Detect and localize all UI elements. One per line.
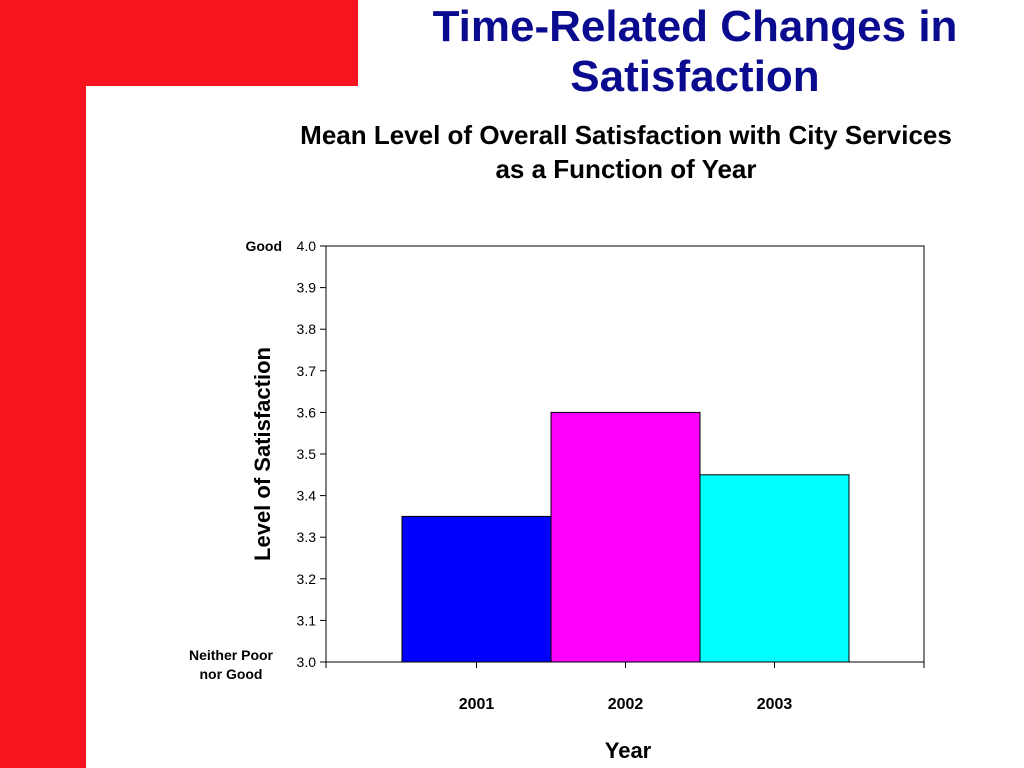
x-axis-label: Year: [605, 738, 652, 763]
y-tick-label: 3.5: [297, 446, 317, 462]
bars: [401, 411, 850, 663]
y-tick-label: 3.0: [297, 654, 317, 670]
red-sidebar-decoration: [0, 0, 86, 768]
y-anchor-good: Good: [245, 238, 282, 254]
slide-title: Time-Related Changes in Satisfaction: [432, 2, 958, 101]
y-anchor-nor-good: nor Good: [200, 666, 263, 682]
y-tick-label: 4.0: [297, 238, 317, 254]
y-tick-label: 3.8: [297, 321, 317, 337]
x-axis-tick-labels: 2001 2002 2003: [325, 662, 925, 713]
y-tick-label: 3.4: [297, 488, 317, 504]
bar-2001: [401, 515, 552, 663]
y-anchor-neither-poor: Neither Poor: [189, 647, 274, 663]
x-tick-label-2003: 2003: [757, 696, 793, 713]
bar-2002: [550, 411, 701, 663]
x-tick-label-2002: 2002: [608, 696, 644, 713]
bar-2003: [699, 474, 850, 663]
y-tick-label: 3.7: [297, 363, 317, 379]
y-tick-label: 3.6: [297, 404, 317, 420]
chart-title: Mean Level of Overall Satisfaction with …: [300, 120, 952, 184]
y-axis-label: Level of Satisfaction: [250, 347, 275, 561]
y-axis-ticks: 4.0 3.9 3.8 3.7 3.6 3.5 3.4 3.3 3.2 3.1 3.0: [297, 238, 326, 670]
y-tick-label: 3.9: [297, 280, 317, 296]
red-header-decoration: [0, 0, 358, 86]
y-tick-label: 3.3: [297, 529, 317, 545]
x-tick-label-2001: 2001: [459, 696, 495, 713]
y-tick-label: 3.1: [297, 612, 317, 628]
y-tick-label: 3.2: [297, 571, 317, 587]
